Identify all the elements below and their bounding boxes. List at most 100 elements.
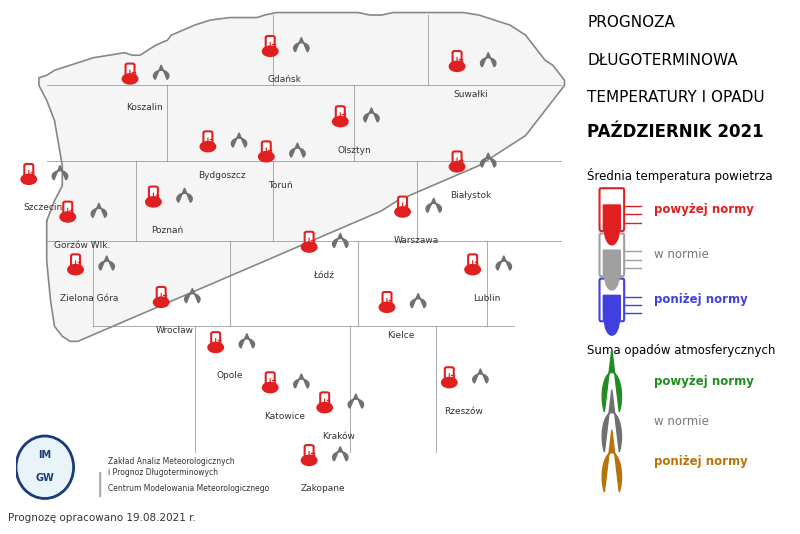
Text: IM: IM (38, 450, 51, 460)
Circle shape (201, 142, 215, 152)
Circle shape (605, 213, 619, 245)
Polygon shape (231, 133, 246, 147)
FancyBboxPatch shape (63, 202, 72, 218)
Text: Toruń: Toruń (268, 180, 293, 190)
Text: Średnia temperatura powietrza: Średnia temperatura powietrza (587, 168, 773, 183)
Circle shape (442, 378, 457, 387)
Circle shape (605, 257, 619, 289)
Circle shape (154, 297, 169, 307)
Polygon shape (481, 153, 496, 167)
Polygon shape (294, 374, 309, 388)
FancyBboxPatch shape (266, 372, 274, 389)
FancyBboxPatch shape (67, 207, 68, 217)
FancyBboxPatch shape (402, 202, 403, 213)
Text: Kraków: Kraków (322, 431, 355, 441)
FancyBboxPatch shape (453, 51, 462, 68)
FancyBboxPatch shape (157, 287, 166, 304)
FancyBboxPatch shape (207, 137, 209, 147)
Text: Suma opadów atmosferycznych: Suma opadów atmosferycznych (587, 344, 775, 357)
FancyBboxPatch shape (203, 131, 212, 148)
FancyBboxPatch shape (468, 254, 477, 271)
Text: Zakład Analiz Meteorologicznych: Zakład Analiz Meteorologicznych (108, 458, 234, 466)
FancyBboxPatch shape (386, 298, 387, 308)
Text: poniżej normy: poniżej normy (654, 293, 748, 306)
FancyBboxPatch shape (602, 249, 621, 275)
FancyBboxPatch shape (457, 157, 458, 167)
Text: PROGNOZA: PROGNOZA (587, 15, 675, 30)
Text: w normie: w normie (654, 248, 710, 261)
Text: Wrocław: Wrocław (156, 326, 194, 335)
FancyBboxPatch shape (449, 373, 450, 383)
Polygon shape (99, 256, 114, 270)
Text: Rzeszów: Rzeszów (444, 406, 482, 415)
FancyBboxPatch shape (262, 142, 270, 158)
FancyBboxPatch shape (602, 205, 621, 230)
Polygon shape (177, 188, 192, 202)
Polygon shape (426, 198, 442, 213)
Circle shape (379, 302, 394, 312)
Text: Gdańsk: Gdańsk (267, 75, 301, 84)
FancyBboxPatch shape (336, 106, 345, 123)
Text: powyżej normy: powyżej normy (654, 203, 754, 216)
Polygon shape (481, 52, 496, 67)
Circle shape (122, 74, 138, 84)
Text: DŁUGOTERMINOWA: DŁUGOTERMINOWA (587, 53, 738, 68)
Circle shape (16, 436, 74, 499)
Text: poniżej normy: poniżej normy (654, 456, 748, 468)
FancyBboxPatch shape (153, 192, 154, 202)
FancyBboxPatch shape (266, 147, 267, 157)
Text: Opole: Opole (217, 372, 243, 380)
FancyBboxPatch shape (320, 392, 329, 409)
Polygon shape (602, 390, 622, 452)
Polygon shape (333, 233, 348, 248)
FancyBboxPatch shape (457, 57, 458, 67)
FancyBboxPatch shape (599, 189, 624, 231)
Circle shape (395, 207, 410, 217)
Text: Prognozę opracowano 19.08.2021 r.: Prognozę opracowano 19.08.2021 r. (8, 513, 196, 523)
Circle shape (60, 212, 75, 222)
Circle shape (302, 242, 317, 252)
Text: Poznań: Poznań (151, 226, 183, 235)
Text: GW: GW (35, 473, 54, 483)
Text: Suwałki: Suwałki (454, 90, 489, 99)
Text: Centrum Modelowania Meteorologicznego: Centrum Modelowania Meteorologicznego (108, 484, 270, 493)
Polygon shape (239, 334, 254, 348)
FancyBboxPatch shape (602, 295, 621, 320)
Text: Gorzów Wlk.: Gorzów Wlk. (54, 241, 110, 250)
Circle shape (450, 61, 465, 71)
Polygon shape (39, 13, 565, 341)
FancyBboxPatch shape (149, 186, 158, 203)
Text: Katowice: Katowice (264, 412, 305, 421)
Polygon shape (290, 143, 305, 157)
Text: i Prognoz Długoterminowych: i Prognoz Długoterminowych (108, 468, 218, 477)
FancyBboxPatch shape (71, 254, 80, 271)
Polygon shape (185, 288, 200, 303)
FancyBboxPatch shape (211, 332, 220, 349)
Circle shape (262, 383, 278, 392)
Polygon shape (473, 369, 488, 383)
Text: w normie: w normie (654, 415, 710, 428)
Polygon shape (364, 108, 379, 122)
FancyBboxPatch shape (309, 238, 310, 248)
FancyBboxPatch shape (453, 152, 462, 168)
Polygon shape (91, 203, 106, 217)
Text: Koszalin: Koszalin (126, 103, 162, 112)
Text: Białystok: Białystok (450, 191, 492, 200)
FancyBboxPatch shape (305, 232, 314, 248)
Text: Kielce: Kielce (387, 331, 414, 340)
FancyBboxPatch shape (24, 164, 34, 181)
FancyBboxPatch shape (305, 445, 314, 462)
Text: Warszawa: Warszawa (394, 236, 439, 245)
FancyBboxPatch shape (599, 233, 624, 276)
FancyBboxPatch shape (340, 112, 341, 122)
Polygon shape (52, 166, 68, 180)
FancyBboxPatch shape (266, 36, 274, 53)
Text: Bydgoszcz: Bydgoszcz (198, 171, 246, 179)
Text: PAŹDZIERNIK 2021: PAŹDZIERNIK 2021 (587, 123, 764, 141)
Polygon shape (294, 37, 309, 52)
FancyBboxPatch shape (75, 260, 76, 270)
Text: Lublin: Lublin (473, 294, 500, 303)
FancyBboxPatch shape (126, 64, 134, 81)
Circle shape (466, 265, 480, 274)
Text: |: | (96, 472, 104, 497)
